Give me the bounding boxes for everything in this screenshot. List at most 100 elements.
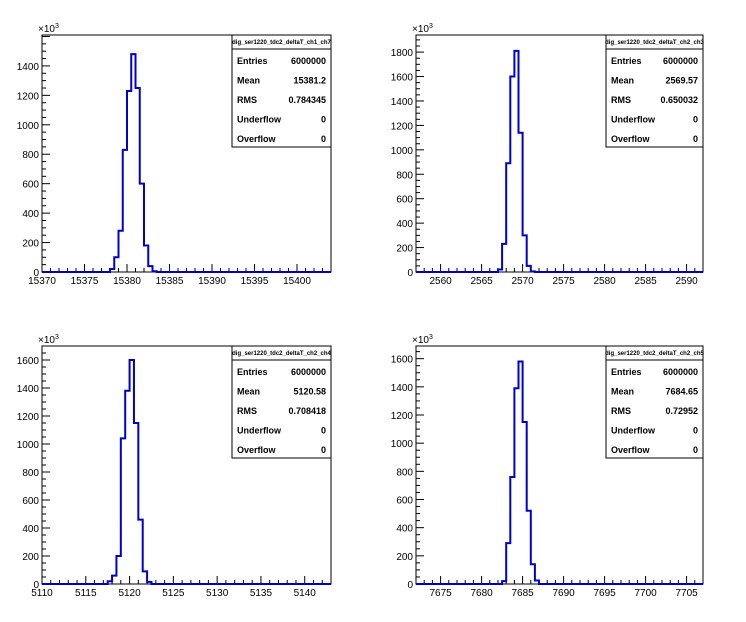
stat-label: RMS — [611, 95, 631, 105]
y-tick-label: 1200 — [17, 91, 40, 102]
y-exponent-label: ×103 — [412, 334, 433, 346]
x-tick-label: 15395 — [241, 276, 269, 287]
histogram-title: dig_ser1220_tdc2_deltaT_ch2_ch3 — [605, 40, 704, 46]
x-tick-label: 2560 — [429, 276, 452, 287]
y-tick-label: 1000 — [17, 121, 40, 132]
x-tick-label: 2585 — [634, 276, 657, 287]
stat-value: 15381.2 — [293, 76, 326, 86]
y-tick-label: 400 — [22, 524, 39, 535]
histogram-line — [42, 359, 331, 585]
stat-label: RMS — [611, 406, 631, 416]
stat-value: 6000000 — [291, 56, 326, 66]
histogram-line — [42, 53, 331, 273]
stat-value: 0 — [321, 134, 326, 144]
stats-box-frame — [231, 345, 332, 459]
y-tick-label: 1200 — [391, 411, 414, 422]
x-tick-label: 7690 — [552, 588, 575, 599]
y-tick-label: 1400 — [391, 383, 414, 394]
y-tick-label: 600 — [22, 496, 39, 507]
y-tick-label: 1800 — [391, 48, 414, 59]
x-tick-label: 5115 — [75, 588, 97, 599]
stats-box-frame — [605, 34, 704, 148]
stat-value: 0 — [321, 426, 326, 436]
x-tick-label: 15375 — [71, 276, 99, 287]
histogram-line — [416, 49, 703, 273]
y-tick-label: 1400 — [391, 97, 414, 108]
y-tick-label: 400 — [396, 219, 413, 230]
x-tick-label: 2590 — [675, 276, 698, 287]
x-tick-label: 7685 — [511, 588, 534, 599]
x-tick-label: 2575 — [552, 276, 575, 287]
y-tick-label: 1600 — [391, 73, 414, 84]
x-tick-label: 15380 — [113, 276, 141, 287]
y-tick-label: 600 — [22, 180, 39, 191]
histogram-title: dig_ser1220_tdc2_deltaT_ch2_ch4 — [232, 351, 331, 357]
y-tick-label: 1000 — [391, 439, 414, 450]
stat-label: Underflow — [611, 426, 656, 436]
stat-value: 0 — [693, 445, 698, 455]
y-exponent-label: ×103 — [412, 23, 433, 35]
stat-value: 2569.57 — [665, 76, 698, 86]
stats-box: dig_ser1220_tdc2_deltaT_ch2_ch3 Entries 60… — [605, 34, 705, 148]
x-tick-label: 7700 — [634, 588, 657, 599]
stat-label: Entries — [611, 367, 642, 377]
y-tick-label: 400 — [22, 209, 39, 220]
x-tick-label: 7680 — [470, 588, 493, 599]
stat-label: Underflow — [237, 426, 282, 436]
x-tick-label: 5140 — [294, 588, 317, 599]
y-tick-label: 200 — [22, 552, 39, 563]
y-exponent-label: ×103 — [38, 23, 59, 35]
stats-box: dig_ser1220_tdc2_deltaT_ch2_ch4 Entries 60… — [231, 345, 332, 459]
y-tick-label: 800 — [22, 468, 39, 479]
stat-label: Entries — [611, 56, 642, 66]
x-tick-label: 2565 — [470, 276, 493, 287]
y-tick-label: 800 — [396, 170, 413, 181]
y-tick-label: 1600 — [17, 356, 40, 367]
x-tick-label: 15385 — [156, 276, 184, 287]
y-tick-label: 200 — [396, 244, 413, 255]
stat-value: 0.650032 — [660, 95, 698, 105]
stat-value: 6000000 — [663, 367, 698, 377]
stat-label: Overflow — [611, 445, 651, 455]
stat-value: 0 — [693, 134, 698, 144]
x-tick-label: 7695 — [593, 588, 616, 599]
histogram-title: dig_ser1220_tdc2_deltaT_ch1_ch7 — [232, 40, 331, 46]
y-tick-label: 0 — [33, 268, 39, 279]
histogram-panel-4: 7675 7680 7685 7690 7695 7700 7705 0 200 400 600 80… — [391, 334, 705, 599]
stat-value: 0 — [321, 445, 326, 455]
histogram-title: dig_ser1220_tdc2_deltaT_ch2_ch5 — [605, 351, 704, 357]
x-tick-label: 2570 — [511, 276, 534, 287]
y-exponent-label: ×103 — [38, 334, 59, 346]
stat-value: 0 — [693, 115, 698, 125]
y-tick-label: 1600 — [391, 355, 414, 366]
y-tick-label: 800 — [22, 150, 39, 161]
y-tick-label: 600 — [396, 195, 413, 206]
y-tick-label: 0 — [33, 580, 39, 591]
x-tick-label: 2580 — [593, 276, 616, 287]
stat-value: 0 — [693, 426, 698, 436]
stat-label: Overflow — [237, 445, 277, 455]
y-tick-label: 200 — [22, 239, 39, 250]
stat-value: 0.72952 — [665, 406, 698, 416]
stat-value: 0 — [321, 115, 326, 125]
x-tick-label: 7705 — [675, 588, 698, 599]
stat-label: Entries — [237, 56, 268, 66]
histogram-line — [416, 360, 703, 585]
y-tick-label: 800 — [396, 467, 413, 478]
stat-value: 6000000 — [663, 56, 698, 66]
stats-box: dig_ser1220_tdc2_deltaT_ch1_ch7 Entries 60… — [231, 34, 332, 148]
x-tick-label: 5110 — [31, 588, 53, 599]
y-tick-label: 1200 — [391, 121, 414, 132]
stat-label: Mean — [611, 76, 634, 86]
histogram-panel-3: 5110 5115 5120 5125 5130 5135 5140 0 200 400 600 80… — [17, 334, 332, 599]
stat-label: Overflow — [237, 134, 277, 144]
stat-label: RMS — [237, 95, 257, 105]
histogram-panel-2: 2560 2565 2570 2575 2580 2585 2590 0 200 400 600 80… — [391, 23, 705, 287]
stat-label: Underflow — [237, 115, 282, 125]
y-tick-label: 1000 — [391, 146, 414, 157]
stat-label: Overflow — [611, 134, 651, 144]
y-tick-label: 1400 — [17, 62, 40, 73]
y-tick-label: 1400 — [17, 384, 40, 395]
stat-value: 0.784345 — [288, 95, 326, 105]
stat-value: 0.708418 — [288, 406, 326, 416]
